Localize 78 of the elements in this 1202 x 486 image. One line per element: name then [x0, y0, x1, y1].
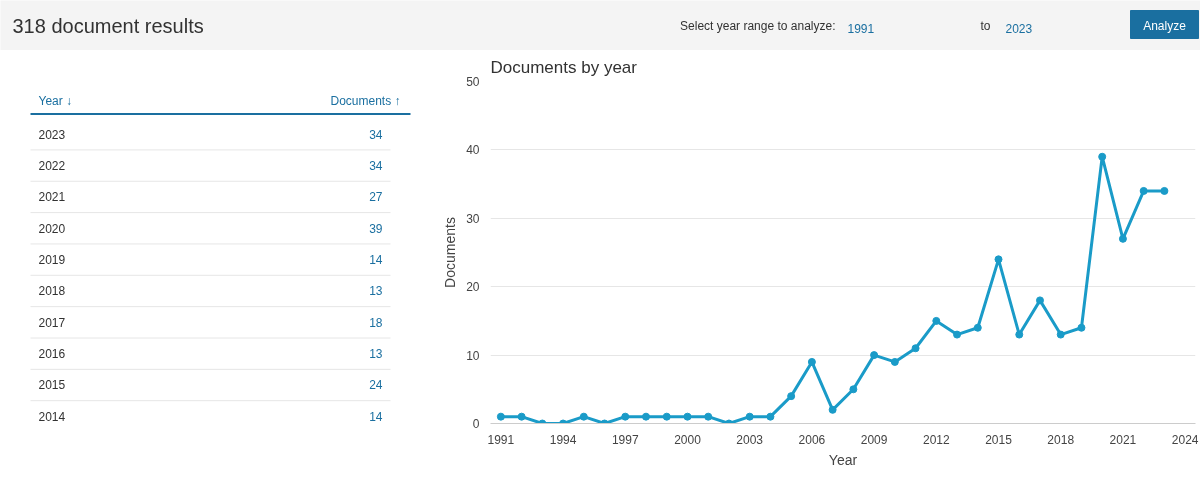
point	[994, 255, 1003, 264]
text: 2015	[38, 378, 66, 393]
point	[642, 412, 651, 421]
text: 1991	[847, 21, 875, 36]
point	[745, 412, 754, 421]
text: 13	[369, 346, 383, 361]
point	[807, 357, 816, 366]
point	[621, 412, 630, 421]
x-tick-label: 2018	[1047, 432, 1075, 447]
text: 2018	[38, 284, 66, 299]
text: 2019	[38, 252, 66, 267]
y-tick-label: 20	[466, 280, 480, 295]
text: 24	[369, 378, 383, 393]
point	[932, 316, 941, 325]
text: 34	[369, 127, 383, 142]
point	[787, 392, 796, 401]
text: Analyze	[1143, 18, 1187, 33]
x-tick-label: 2003	[736, 432, 764, 447]
point	[662, 412, 671, 421]
point	[1015, 330, 1024, 339]
text: 27	[369, 190, 383, 205]
text: 39	[369, 221, 383, 236]
point	[579, 412, 588, 421]
x-tick-label: 2015	[985, 432, 1013, 447]
x-tick-label: 2000	[674, 432, 702, 447]
point	[1160, 186, 1169, 195]
y-tick-label: 10	[466, 348, 480, 363]
point	[1118, 234, 1127, 243]
point	[1098, 152, 1107, 161]
text: 2022	[38, 158, 66, 173]
text: Year ↓	[38, 93, 73, 108]
point	[1077, 323, 1086, 332]
x-tick-label: 2006	[798, 432, 826, 447]
y-tick-label: 0	[472, 417, 480, 431]
point	[890, 357, 899, 366]
point	[496, 412, 505, 421]
text: 13	[369, 284, 383, 299]
text: 318 document results	[12, 14, 204, 37]
x-tick-label: 2009	[860, 432, 888, 447]
x-tick-label: 2012	[922, 432, 950, 447]
text: to	[980, 18, 991, 33]
text: 14	[369, 252, 383, 267]
y-tick-label: 50	[466, 75, 480, 89]
x-axis-title: Year	[828, 451, 858, 468]
text: Select year range to analyze:	[680, 18, 836, 33]
text: 2020	[38, 221, 66, 236]
text: 2014	[38, 409, 66, 424]
point	[1139, 186, 1148, 195]
point	[911, 344, 920, 353]
x-tick-label: 2021	[1109, 432, 1137, 447]
point	[1035, 296, 1044, 305]
text: 18	[369, 315, 383, 330]
x-tick-label: 2024	[1171, 432, 1199, 447]
y-axis-title: Documents	[442, 217, 459, 288]
point	[766, 412, 775, 421]
text: 2023	[1005, 21, 1033, 36]
point	[849, 385, 858, 394]
point	[953, 330, 962, 339]
point	[828, 405, 837, 414]
text: 34	[369, 158, 383, 173]
text: 2021	[38, 190, 66, 205]
point	[517, 412, 526, 421]
point	[683, 412, 692, 421]
text: 2017	[38, 315, 66, 330]
point	[973, 323, 982, 332]
x-tick-label: 1997	[611, 432, 639, 447]
x-tick-label: 1991	[487, 432, 515, 447]
text: 14	[369, 409, 383, 424]
point	[1056, 330, 1065, 339]
point	[870, 351, 879, 360]
text: 2023	[38, 127, 66, 142]
point	[704, 412, 713, 421]
text: Documents ↑	[330, 93, 401, 108]
text: 2016	[38, 346, 66, 361]
y-tick-label: 40	[466, 143, 480, 158]
y-tick-label: 30	[466, 211, 480, 226]
chart-title: Documents by year	[490, 57, 638, 77]
x-tick-label: 1994	[549, 432, 577, 447]
